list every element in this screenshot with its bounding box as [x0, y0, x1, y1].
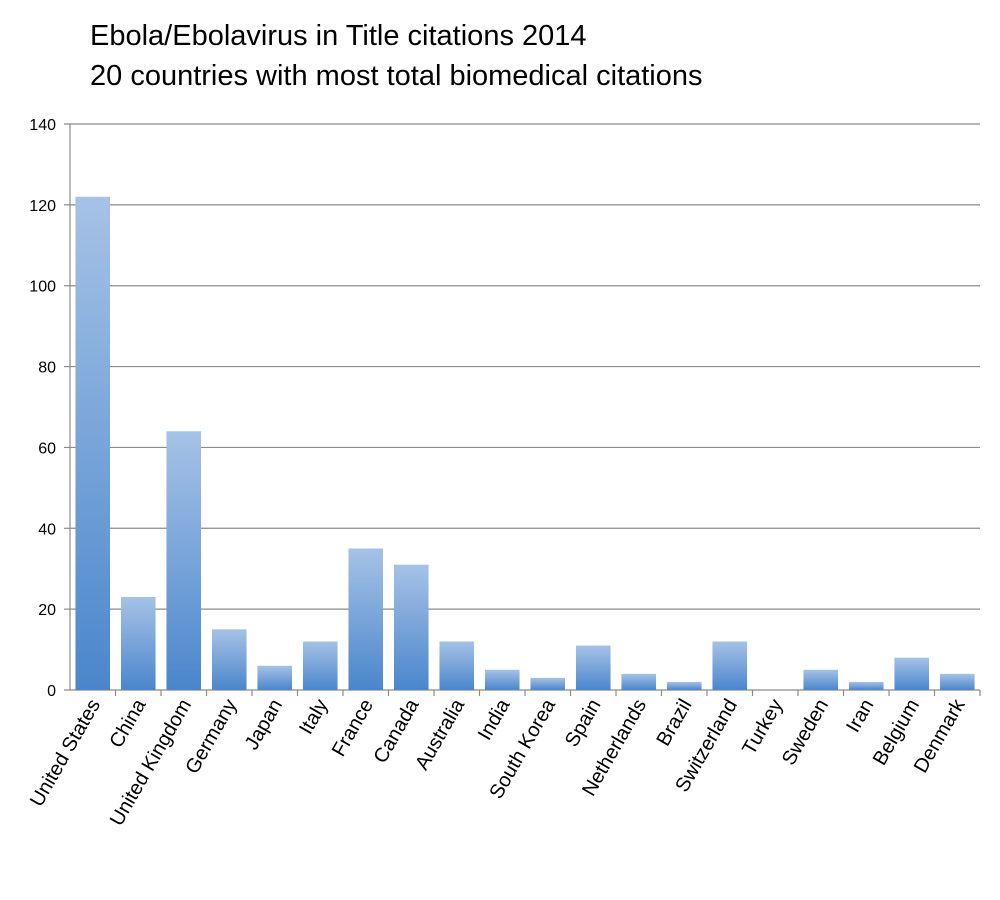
x-tick-label: Japan — [241, 696, 287, 754]
y-tick-label: 140 — [29, 117, 56, 134]
gridlines — [70, 123, 980, 610]
y-tick-label: 40 — [38, 521, 56, 538]
chart-title-line: Ebola/Ebolavirus in Title citations 2014 — [90, 20, 587, 52]
bar — [393, 564, 429, 690]
bar — [712, 641, 748, 690]
x-tick-label: Brazil — [653, 696, 697, 750]
y-tick-label: 100 — [29, 279, 56, 296]
x-tick-label: Iran — [842, 696, 878, 737]
y-tick-label: 120 — [29, 198, 56, 215]
bar — [621, 673, 657, 690]
bars — [75, 196, 975, 690]
chart-subtitle-line: 20 countries with most total biomedical … — [90, 60, 703, 92]
bar — [302, 641, 338, 690]
y-tick-label: 20 — [38, 602, 56, 619]
bar — [575, 645, 611, 690]
bar — [211, 629, 247, 690]
chart-title: Ebola/Ebolavirus in Title citations 2014… — [90, 16, 703, 96]
x-tick-label: India — [474, 695, 515, 744]
x-tick-label: France — [328, 696, 378, 761]
bar — [348, 548, 384, 690]
x-tick-label: United States — [26, 696, 105, 811]
y-tick-labels: 0 20 40 60 80 100 120 140 — [29, 117, 56, 700]
bar — [166, 431, 202, 690]
bar — [666, 681, 702, 690]
bar — [484, 669, 520, 690]
x-tick-label: Italy — [295, 696, 332, 739]
bar — [939, 673, 975, 690]
y-tick-label: 80 — [38, 360, 56, 377]
bar — [75, 196, 111, 690]
bar — [120, 597, 156, 690]
bar — [803, 669, 839, 690]
y-tick-label: 0 — [47, 683, 56, 700]
bar — [439, 641, 475, 690]
x-tick-label: Turkey — [738, 696, 787, 759]
bar — [530, 677, 566, 690]
bar — [894, 657, 930, 690]
x-tick-label: China — [105, 695, 151, 752]
x-tick-label: Spain — [561, 696, 606, 751]
y-tick-label: 60 — [38, 440, 56, 457]
bar — [257, 665, 293, 690]
axes — [64, 123, 981, 696]
bar — [848, 681, 884, 690]
